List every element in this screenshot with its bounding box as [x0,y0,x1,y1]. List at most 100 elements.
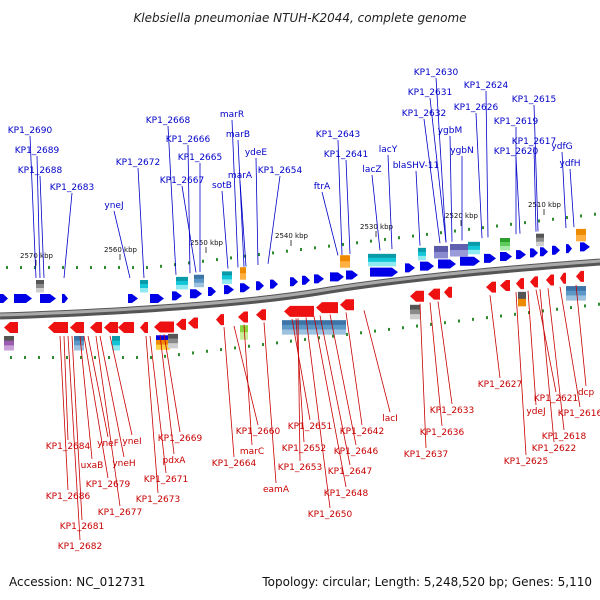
forward-gene-arrow [290,277,298,287]
forward-gene-arrow [346,270,358,280]
feature-box [566,290,586,296]
leader-line [547,288,565,431]
gene-label: KP1_2672 [116,158,160,168]
feature-box [468,241,480,247]
leader-line [267,175,281,264]
grid-dot [426,232,428,236]
leader-line [145,335,159,494]
leader-line [429,302,443,427]
gene-label: KP1_2669 [158,434,203,444]
leader-line [569,168,575,228]
forward-gene-arrow [484,253,496,263]
grid-dot [458,319,460,323]
grid-dot [24,356,26,359]
grid-dot [412,234,414,238]
leader-line [449,135,453,242]
feature-box [4,345,14,351]
grid-dot [314,246,316,250]
gene-label: eamA [263,485,290,495]
leader-line [313,316,347,488]
gene-label: yneI [122,437,141,447]
feature-box [282,329,346,335]
scale-tick-label: 2540 kbp [275,232,309,240]
genome-backbone [0,258,600,320]
feature-box [576,234,586,242]
reverse-gene-arrow [576,270,584,282]
feature-box [368,257,396,263]
reverse-gene-arrow [546,274,554,286]
feature-box [450,250,468,257]
feature-box [368,253,396,259]
grid-dot [486,316,488,320]
gene-label: sotB [212,181,232,191]
reverse-gene-arrow [90,322,102,333]
grid-dot [136,356,138,359]
forward-gene-arrow [370,267,398,277]
gene-label: KP1_2689 [15,146,60,156]
grid-dot [570,306,572,310]
leader-line [539,289,555,443]
leader-line [59,335,69,491]
feature-box [36,280,44,285]
feature-box [74,340,84,346]
reverse-gene-arrow [104,322,118,333]
grid-dot [164,354,166,358]
feature-box [282,320,346,326]
leader-line [575,284,587,387]
grid-dot [514,312,516,316]
feature-box [176,276,188,282]
gene-label: KP1_2641 [324,150,368,160]
feature-box [410,309,420,315]
gene-label: KP1_2626 [454,103,499,113]
grid-dot [118,266,120,269]
feature-box [450,244,468,251]
gene-label: KP1_2624 [464,81,509,91]
reverse-gene-arrow [140,322,148,333]
gene-label: KP1_2667 [160,176,204,186]
leader-line [113,210,131,279]
forward-gene-arrow [460,256,480,266]
gene-label: KP1_2617 [512,137,556,147]
gene-label: lacZ [362,165,381,175]
leader-line [239,180,247,267]
reverse-gene-arrow [340,299,354,311]
feature-box [168,338,178,344]
feature-box [4,336,14,342]
grid-dot [80,356,82,359]
feature-box [140,280,148,285]
leader-line [345,159,351,255]
gene-label: yneH [112,459,135,469]
grid-dot [318,336,320,340]
leader-line [79,335,93,460]
gene-label: pdxA [163,456,187,466]
grid-dot [202,259,204,263]
reverse-gene-arrow [216,314,224,326]
reverse-gene-arrow [516,278,524,290]
feature-box [468,249,480,255]
grid-dot [178,353,180,357]
feature-box [566,295,586,301]
grid-dot [598,302,600,306]
grid-dot [538,219,540,223]
gene-label: blaSHV-11 [393,161,440,171]
gene-label: KP1_2646 [334,447,379,457]
grid-dot [192,351,194,355]
grid-dot [248,344,250,348]
leader-line [419,303,427,449]
leader-line [87,335,109,438]
gene-label: KP1_2616 [558,409,600,419]
forward-gene-arrow [405,263,415,273]
gene-label: ygbM [438,126,463,136]
forward-gene-arrow [580,242,590,252]
feature-box [500,238,510,243]
feature-box [74,336,84,342]
leader-line [149,335,167,474]
gene-label: KP1_2650 [308,510,353,520]
reverse-gene-arrow [154,321,174,333]
grid-dot [300,248,302,251]
grid-dot [6,266,8,269]
leader-line [371,174,381,251]
grid-dot [38,356,40,359]
grid-dot [528,311,530,315]
leader-line [63,335,69,441]
